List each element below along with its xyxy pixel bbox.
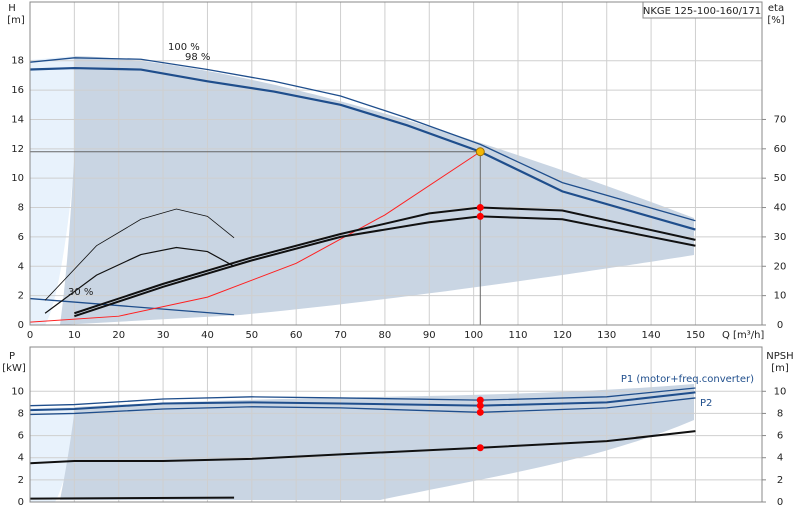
- y-tick-label: 8: [18, 408, 24, 419]
- x-tick-label: 0: [27, 330, 33, 341]
- series-line: [29, 430, 696, 465]
- y2-tick-label: 70: [774, 114, 787, 125]
- x-tick-label: 40: [201, 330, 214, 341]
- y2-axis-label: NPSH: [766, 351, 793, 362]
- x-tick-label: 140: [642, 330, 661, 341]
- title-box: [642, 1, 763, 19]
- y-axis-label: P: [9, 351, 15, 362]
- y-tick-label: 16: [11, 85, 24, 96]
- series-line: [74, 215, 696, 318]
- y-tick-label: 2: [18, 291, 24, 302]
- x-tick-label: 10: [68, 330, 81, 341]
- x-tick-label: 30: [157, 330, 170, 341]
- y-tick-label: 18: [11, 56, 24, 67]
- y2-tick-label: 10: [774, 291, 787, 302]
- y-tick-label: 6: [18, 431, 24, 442]
- range-shade: [30, 407, 75, 502]
- y-axis-unit: [m]: [7, 15, 25, 26]
- y-tick-label: 10: [11, 386, 24, 397]
- y-axis-label: H: [8, 3, 16, 14]
- y-tick-label: 14: [11, 114, 24, 125]
- series-line: [29, 496, 235, 500]
- x-tick-label: 70: [334, 330, 347, 341]
- y2-axis-label: eta: [768, 3, 784, 14]
- operating-point: [476, 402, 484, 410]
- operating-point: [476, 204, 484, 212]
- series-line: [29, 391, 696, 412]
- x-tick-label: 110: [508, 330, 527, 341]
- series-line: [44, 246, 235, 314]
- y-tick-label: 0: [18, 497, 24, 508]
- y2-tick-label: 6: [777, 431, 783, 442]
- y2-tick-label: 2: [777, 475, 783, 486]
- operating-point: [476, 444, 484, 452]
- y2-tick-label: 30: [774, 232, 787, 243]
- legend-label: P2: [700, 398, 712, 409]
- x-axis-label: Q [m³/h]: [722, 330, 764, 341]
- series-line: [44, 208, 235, 301]
- plot-frame: [29, 1, 763, 326]
- chart-title: NKGE 125-100-160/171: [643, 6, 761, 17]
- series-line: [29, 397, 696, 416]
- y-tick-label: 4: [18, 453, 24, 464]
- operating-point: [476, 396, 484, 404]
- annotation: 98 %: [185, 52, 210, 63]
- y2-tick-label: 50: [774, 173, 787, 184]
- series-line: [74, 206, 696, 315]
- series-line: [29, 297, 235, 316]
- range-shade: [60, 56, 694, 325]
- legend-label: P1 (motor+freq.converter): [621, 374, 754, 385]
- y2-tick-label: 0: [777, 497, 783, 508]
- annotation: 100 %: [168, 42, 200, 53]
- annotation: 30 %: [68, 287, 93, 298]
- y2-tick-label: 4: [777, 453, 783, 464]
- range-shade: [30, 56, 75, 325]
- x-tick-label: 50: [245, 330, 258, 341]
- operating-point: [476, 408, 484, 416]
- y2-axis-unit: [%]: [767, 15, 784, 26]
- y-axis-unit: [kW]: [2, 363, 26, 374]
- y2-tick-label: 40: [774, 203, 787, 214]
- series-line: [29, 387, 696, 407]
- y-tick-label: 2: [18, 475, 24, 486]
- operating-point: [476, 212, 484, 220]
- y-tick-label: 10: [11, 173, 24, 184]
- y2-tick-label: 60: [774, 144, 787, 155]
- x-tick-label: 120: [553, 330, 572, 341]
- y2-tick-label: 8: [777, 408, 783, 419]
- series-line: [29, 57, 696, 222]
- y-tick-label: 8: [18, 203, 24, 214]
- plot-frame: [29, 346, 763, 503]
- x-tick-label: 80: [379, 330, 392, 341]
- series-line: [29, 66, 696, 231]
- x-tick-label: 130: [597, 330, 616, 341]
- y-tick-label: 12: [11, 144, 24, 155]
- x-tick-label: 60: [290, 330, 303, 341]
- y2-axis-unit: [m]: [771, 363, 789, 374]
- y-tick-label: 6: [18, 232, 24, 243]
- y2-tick-label: 0: [777, 320, 783, 331]
- series-line: [29, 151, 481, 323]
- y2-tick-label: 10: [774, 386, 787, 397]
- x-tick-label: 100: [464, 330, 483, 341]
- x-tick-label: 20: [112, 330, 125, 341]
- y-tick-label: 0: [18, 320, 24, 331]
- y-tick-label: 4: [18, 261, 24, 272]
- x-tick-label: 150: [686, 330, 705, 341]
- duty-point: [475, 147, 485, 157]
- x-tick-label: 90: [423, 330, 436, 341]
- y2-tick-label: 20: [774, 261, 787, 272]
